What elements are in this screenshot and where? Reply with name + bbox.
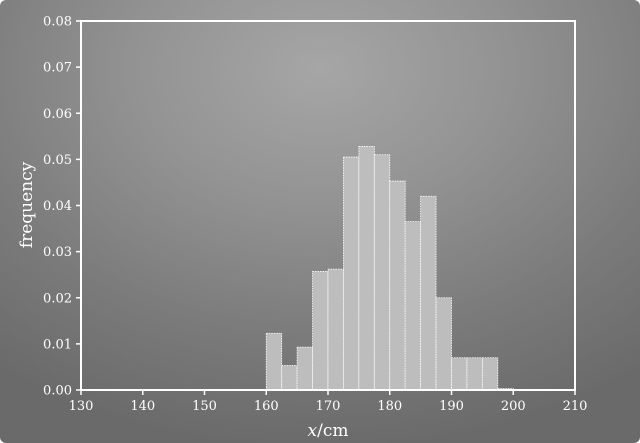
histogram-bar [373,154,391,391]
histogram-bar [466,357,483,391]
y-tick-label: 0.03 [43,245,72,260]
histogram-bar [296,346,313,391]
y-tick-label: 0.05 [43,153,72,168]
x-tick-label: 150 [192,399,217,414]
x-tick-label: 140 [130,399,155,414]
histogram-bar [435,297,452,391]
x-tick-label: 130 [69,399,94,414]
x-axis-label: x/cm [308,421,349,441]
y-tick-label: 0.02 [43,291,72,306]
x-tick-label: 170 [316,399,341,414]
y-tick-label: 0.06 [43,107,72,122]
x-axis-label-variable: x [308,421,318,441]
histogram-bars [265,146,514,391]
histogram-bar [389,180,406,391]
histogram-bar [265,332,283,391]
x-tick-label: 200 [501,399,526,414]
x-tick-label: 210 [563,399,588,414]
histogram-bar [281,365,298,391]
y-tick-label: 0.07 [43,61,72,76]
y-tick-label: 0.08 [43,15,72,30]
x-tick-label: 190 [439,399,464,414]
x-tick-label: 160 [254,399,279,414]
y-tick-label: 0.01 [43,337,72,352]
histogram-bar [481,357,499,391]
histogram-bar [404,221,422,391]
histogram-bar [451,357,468,391]
x-axis-ticks: 130 140 150 160 170 180 190 200 210 [69,390,588,414]
x-tick-label: 180 [377,399,402,414]
y-tick-label: 0.00 [43,384,72,399]
histogram-bar [312,271,329,391]
y-tick-label: 0.04 [43,199,72,214]
histogram-bar [327,268,344,391]
y-axis-ticks: 0.00 0.01 0.02 0.03 0.04 0.05 0.06 0.07 0.08 [43,15,81,399]
histogram-bar [420,195,437,391]
y-axis-label: frequency [17,161,37,248]
histogram-bar [343,156,360,391]
x-axis-label-unit: /cm [317,421,348,441]
histogram-bar [358,146,375,391]
